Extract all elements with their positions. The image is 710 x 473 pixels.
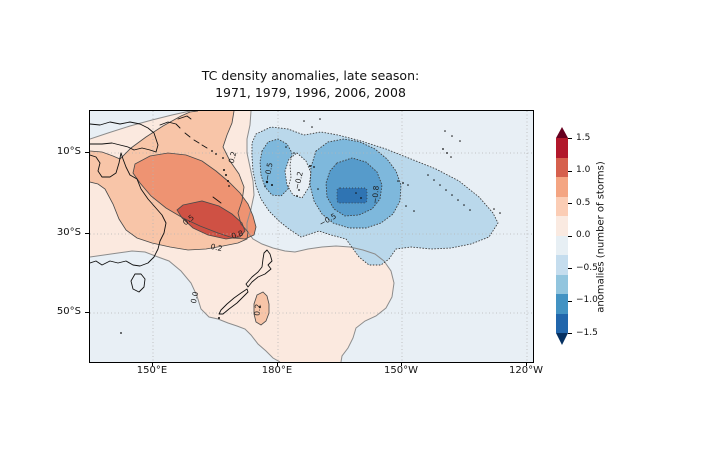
colorbar-band bbox=[556, 294, 568, 314]
contour-label-0.2-east-nz: 0.2 bbox=[253, 303, 263, 316]
contour-map-svg: 0.5 0.8 0.2 0.2 0.2 0.0 −0.2 −0.5 −0.5 −… bbox=[90, 111, 533, 362]
colorbar-band bbox=[556, 255, 568, 275]
coast-new-britain bbox=[159, 121, 181, 129]
coast-new-caledonia bbox=[212, 196, 222, 204]
colorbar-tickmark bbox=[568, 203, 572, 204]
coast-new-ireland bbox=[177, 115, 192, 120]
y-tick-label-10s: 10°S bbox=[56, 146, 81, 157]
coast-tasmania bbox=[130, 273, 146, 293]
chart-title-line1: TC density anomalies, late season: bbox=[201, 68, 420, 83]
y-tick-label-50s: 50°S bbox=[56, 306, 81, 317]
coast-new-guinea bbox=[90, 121, 159, 153]
x-tick-label-180e: 180°E bbox=[261, 365, 293, 376]
x-tick-label-120w: 120°W bbox=[509, 365, 543, 376]
coastlines bbox=[90, 115, 273, 315]
colorbar-tick-label: 1.0 bbox=[576, 165, 591, 175]
map-plot-area: 0.5 0.8 0.2 0.2 0.2 0.0 −0.2 −0.5 −0.5 −… bbox=[89, 110, 534, 363]
x-tick-label-150e: 150°E bbox=[136, 365, 168, 376]
colorbar-band bbox=[556, 274, 568, 294]
x-tickmark-120w bbox=[526, 362, 527, 366]
colorbar-tick-label: −0.5 bbox=[576, 262, 598, 273]
y-tick-label-30s: 30°S bbox=[56, 227, 81, 238]
coast-solomons bbox=[184, 132, 208, 149]
colorbar-band bbox=[556, 196, 568, 216]
colorbar-tick-label: −1.5 bbox=[576, 327, 598, 338]
colorbar-tickmark bbox=[568, 138, 572, 139]
fill-band-0.8-1.1 bbox=[177, 201, 245, 239]
colorbar-band bbox=[556, 216, 568, 236]
y-tickmark-50s bbox=[85, 312, 89, 313]
colorbar-tick-label: 0.0 bbox=[576, 230, 591, 240]
fill-neutral-diamond-pocket bbox=[285, 153, 311, 198]
colorbar-extend-arrow-bottom bbox=[556, 333, 568, 345]
contour-lines-negative bbox=[251, 126, 499, 266]
colorbar-tick-label: 0.5 bbox=[576, 197, 591, 208]
x-tickmark-150w bbox=[401, 362, 402, 366]
colorbar-tickmark bbox=[568, 235, 572, 237]
contour-label-neg0.2: −0.2 bbox=[292, 170, 305, 190]
fill-blob-0.2-east-nz bbox=[254, 292, 269, 325]
y-tickmark-10s bbox=[85, 152, 89, 153]
colorbar-tickmark bbox=[568, 333, 572, 334]
x-tickmark-180e bbox=[277, 362, 278, 366]
colorbar-band-stack bbox=[556, 138, 568, 333]
contour-label-0.2-north: 0.2 bbox=[227, 150, 239, 164]
colorbar-tickmark bbox=[568, 268, 572, 269]
colorbar-tickmark bbox=[568, 300, 572, 302]
coast-nz-south-island bbox=[218, 288, 249, 315]
contour-label-neg0.8: −0.8 bbox=[370, 185, 381, 204]
colorbar-band bbox=[556, 313, 568, 333]
colorbar-tick-label: 1.5 bbox=[576, 132, 591, 143]
coast-australia bbox=[90, 152, 167, 267]
colorbar-band bbox=[556, 177, 568, 197]
y-tickmark-30s bbox=[85, 233, 89, 234]
colorbar-band bbox=[556, 235, 568, 255]
chart-title-line2: 1971, 1979, 1996, 2006, 2008 bbox=[215, 84, 406, 100]
island-specks bbox=[120, 118, 501, 334]
colorbar-axis-label: anomalies (number of storms) bbox=[595, 161, 607, 313]
fill-band-neg1.1-core bbox=[336, 187, 368, 204]
contour-label-0.0: 0.0 bbox=[189, 290, 200, 304]
x-tickmark-150e bbox=[152, 362, 153, 366]
contour-line-zero bbox=[90, 111, 395, 362]
contour-label-0.2-south: 0.2 bbox=[210, 242, 224, 253]
contour-label-neg0.5-west: −0.5 bbox=[263, 162, 275, 182]
contour-label-0.8: 0.8 bbox=[230, 228, 244, 240]
colorbar-band bbox=[556, 138, 568, 158]
colorbar-tick-label: −1.0 bbox=[576, 295, 598, 305]
x-tick-label-150w: 150°W bbox=[384, 365, 418, 376]
colorbar-band bbox=[556, 157, 568, 177]
colorbar-tickmark bbox=[568, 170, 572, 172]
colorbar-extend-arrow-top bbox=[556, 127, 568, 138]
contour-lines-positive bbox=[90, 111, 270, 326]
chart-title: TC density anomalies, late season: 1971,… bbox=[89, 68, 532, 101]
coast-nz-north-island bbox=[245, 249, 273, 288]
